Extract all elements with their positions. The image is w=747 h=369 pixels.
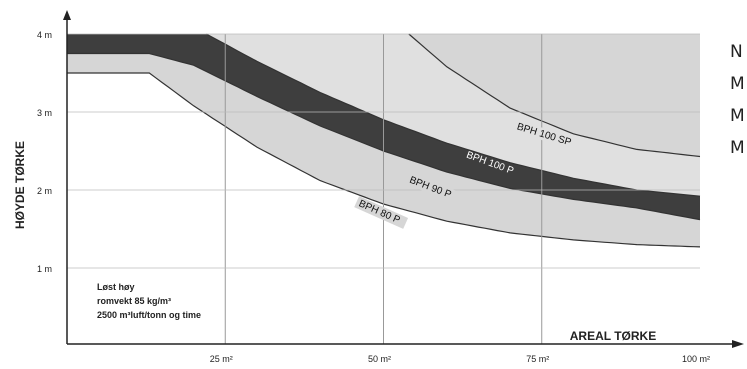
x-tick-label-3: 75 m² [526,354,549,364]
annotation: Løst høy romvekt 85 kg/m³ 2500 m³luft/to… [97,282,201,320]
x-axis-title: AREAL TØRKE [570,329,656,343]
y-tick-label-2: 2 m [37,186,52,196]
curve-label-bg-1 [354,196,409,229]
curve-line-3 [206,33,701,197]
side-text-4: M [730,138,745,158]
curve-label-bg-2 [404,172,460,204]
x-axis-arrow [732,340,744,348]
y-tick-label-3: 3 m [37,108,52,118]
annotation-line-1: Løst høy [97,282,135,292]
annotation-line-2: romvekt 85 kg/m³ [97,296,171,306]
grid [67,33,700,344]
side-text-3: M [730,106,745,126]
side-text-1: N [730,42,743,62]
y-tick-label-1: 1 m [37,264,52,274]
curve-label-bg-4 [512,119,580,151]
y-tick-label-4: 4 m [37,30,52,40]
curve-line-4 [408,33,701,158]
x-tick-label-4: 100 m² [682,354,710,364]
y-axis-arrow [63,10,71,20]
y-axis-title: HØYDE TØRKE [13,141,27,229]
side-text-2: M [730,74,745,94]
x-tick-label-2: 50 m² [368,354,391,364]
axes: 1 m 2 m 3 m 4 m 25 m² 50 m² 75 m² 100 m² [37,10,744,364]
annotation-line-3: 2500 m³luft/tonn og time [97,310,201,320]
x-tick-label-1: 25 m² [210,354,233,364]
